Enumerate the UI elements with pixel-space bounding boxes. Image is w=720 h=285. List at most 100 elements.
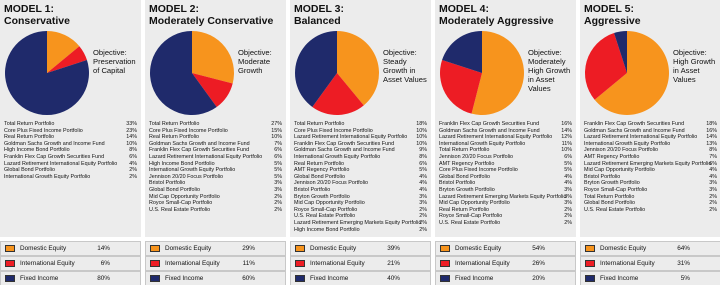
holding-name: International Growth Equity Portfolio: [294, 154, 381, 160]
holding-row: High Income Bond Portfolio 8%: [4, 147, 137, 154]
holding-percent: 23%: [126, 127, 137, 134]
objective: Objective: Steady Growth in Asset Values: [383, 48, 427, 84]
holding-name: Franklin Flex Cap Growth Securities Fund: [149, 147, 250, 154]
holding-row: International Growth Equity Portfolio 13%: [584, 141, 717, 148]
holding-row: High Income Bond Portfolio 2%: [294, 227, 427, 234]
holding-percent: 3%: [274, 187, 282, 193]
holding-row: Goldman Sachs Growth and Income Fund 16%: [584, 128, 717, 135]
holding-row: Jennison 20/20 Focus Portfolio 8%: [584, 147, 717, 154]
allocation-percent: 64%: [677, 245, 690, 252]
color-swatch: [150, 260, 160, 267]
holding-percent: 2%: [564, 220, 572, 226]
holding-row: Franklin Flex Cap Growth Securities Fund…: [584, 121, 717, 128]
holding-percent: 4%: [709, 167, 717, 174]
holding-row: High Income Bond Portfolio 5%: [149, 161, 282, 168]
holding-name: Goldman Sachs Growth and Income Fund: [4, 140, 105, 147]
allocation-row: Domestic Equity 64%: [580, 241, 720, 256]
holding-name: Jennison 20/20 Focus Portfolio: [439, 154, 514, 160]
holding-percent: 16%: [561, 121, 572, 127]
holding-row: Real Return Portfolio 14%: [4, 134, 137, 141]
objective: Objective: Moderately High Growth in Ass…: [528, 48, 571, 93]
holding-row: Goldman Sachs Growth and Income Fund 9%: [294, 147, 427, 154]
holding-name: High Income Bond Portfolio: [294, 226, 360, 233]
allocation-percent: 6%: [100, 260, 110, 267]
allocation-percent: 29%: [242, 245, 255, 252]
holding-percent: 3%: [709, 180, 717, 187]
model-title: MODEL 4:: [439, 3, 489, 15]
holding-row: Total Return Portfolio 10%: [439, 147, 572, 154]
allocation-name: Fixed Income: [455, 275, 494, 282]
objective: Objective: Moderate Growth: [238, 48, 272, 75]
pie-slice: [337, 31, 379, 106]
holding-row: Goldman Sachs Growth and Income Fund 10%: [4, 141, 137, 148]
holding-name: Jennison 20/20 Focus Portfolio: [294, 180, 369, 187]
pie-chart: [585, 31, 669, 115]
allocation-percent: 21%: [387, 260, 400, 267]
pie-chart: [295, 31, 379, 115]
allocation-row: International Equity 21%: [290, 256, 431, 271]
pie-chart: [150, 31, 234, 115]
holding-name: Mid Cap Opportunity Portfolio: [584, 167, 655, 174]
holding-percent: 10%: [416, 140, 427, 147]
allocation-row: Domestic Equity 39%: [290, 241, 431, 256]
holding-percent: 3%: [564, 200, 572, 207]
allocation-row: Fixed Income 20%: [435, 271, 576, 285]
holding-name: Royce Small-Cap Portfolio: [439, 213, 503, 220]
model-column: MODEL 1: Conservative Objective: Preservat…: [0, 0, 141, 285]
holding-percent: 10%: [271, 134, 282, 141]
holding-percent: 3%: [564, 187, 572, 193]
holding-name: Total Return Portfolio: [294, 121, 345, 127]
holding-name: Lazard Retirement Emerging Markets Equit…: [439, 193, 567, 200]
model-title: MODEL 5:: [584, 3, 634, 15]
holding-row: Mid Cap Opportunity Portfolio 3%: [439, 200, 572, 207]
holding-row: Franklin Flex Cap Growth Securities Fund…: [439, 121, 572, 128]
holding-row: Lazard Retirement Emerging Markets Equit…: [439, 194, 572, 201]
holding-row: Total Return Portfolio 2%: [584, 194, 717, 201]
allocation-name: International Equity: [310, 260, 365, 267]
holding-row: Bristol Portfolio 3%: [149, 180, 282, 187]
holding-percent: 2%: [129, 173, 137, 180]
pie-slice: [312, 73, 364, 115]
holding-percent: 6%: [274, 154, 282, 160]
holding-name: Bryton Growth Portfolio: [294, 193, 350, 200]
holding-name: Goldman Sachs Growth and Income Fund: [584, 127, 685, 134]
allocation-percent: 31%: [677, 260, 690, 267]
holding-row: U.S. Real Estate Portfolio 2%: [584, 207, 717, 214]
holding-percent: 7%: [274, 140, 282, 147]
holding-name: AMT Regency Portfolio: [294, 167, 350, 174]
holding-name: Bristol Portfolio: [149, 180, 186, 187]
allocation-percent: 60%: [242, 275, 255, 282]
objective: Objective: High Growth in Asset Values: [673, 48, 716, 84]
holding-row: Lazard Retirement International Equity P…: [4, 161, 137, 168]
allocation-percent: 26%: [532, 260, 545, 267]
holding-name: International Growth Equity Portfolio: [584, 140, 671, 147]
allocation-row: International Equity 6%: [0, 256, 141, 271]
allocation-percent: 40%: [387, 275, 400, 282]
holding-name: Global Bond Portfolio: [4, 167, 55, 174]
pie-slice: [192, 73, 233, 107]
allocation-percent: 20%: [532, 275, 545, 282]
holding-row: International Growth Equity Portfolio 8%: [294, 154, 427, 161]
holding-percent: 2%: [709, 200, 717, 207]
pie-chart: [5, 31, 89, 116]
holding-name: International Growth Equity Portfolio: [4, 173, 91, 180]
holding-name: Core Plus Fixed Income Portfolio: [149, 127, 228, 134]
holding-name: Global Bond Portfolio: [149, 187, 200, 193]
pie-slice: [594, 31, 669, 115]
allocation-row: Fixed Income 5%: [580, 271, 720, 285]
holding-name: Core Plus Fixed Income Portfolio: [439, 167, 518, 174]
allocation-percent: 11%: [242, 260, 255, 267]
color-swatch: [440, 275, 450, 282]
pie-slice: [471, 31, 524, 116]
holding-name: Bristol Portfolio: [439, 180, 476, 187]
holding-percent: 2%: [709, 193, 717, 200]
pie-slice: [47, 31, 80, 73]
holding-name: Bryton Growth Portfolio: [584, 180, 640, 187]
holding-row: Global Bond Portfolio 2%: [4, 167, 137, 174]
holding-name: Franklin Flex Cap Growth Securities Fund: [439, 121, 540, 127]
pie-slice: [150, 31, 217, 115]
holding-name: Franklin Flex Cap Growth Securities Fund: [4, 154, 105, 160]
holding-name: Jennison 20/20 Focus Portfolio: [149, 173, 224, 180]
holding-row: Total Return Portfolio 33%: [4, 121, 137, 128]
holding-percent: 8%: [709, 147, 717, 154]
